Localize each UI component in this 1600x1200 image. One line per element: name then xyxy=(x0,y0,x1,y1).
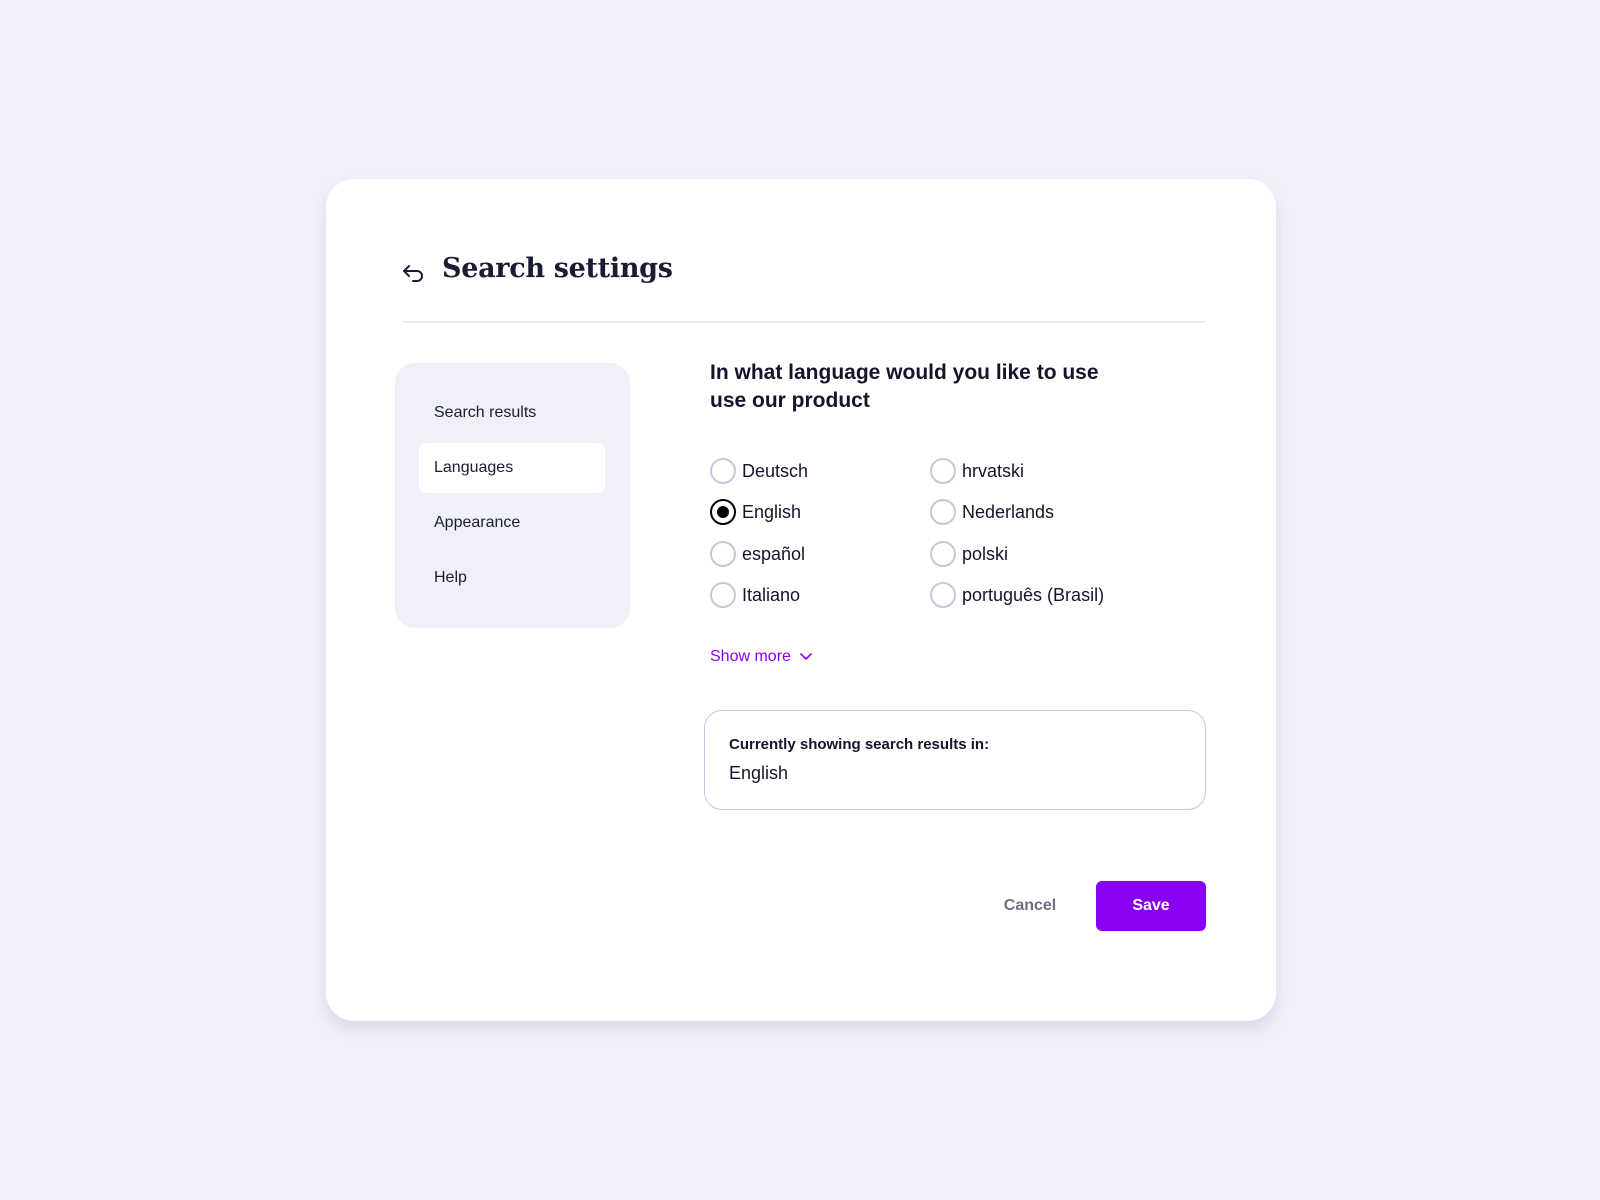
show-more-label: Show more xyxy=(710,648,791,665)
language-radio[interactable]: Nederlands xyxy=(930,498,1054,526)
radio-label: português (Brasil) xyxy=(962,584,1105,605)
page-title: Search settings xyxy=(442,253,673,284)
radio-circle[interactable] xyxy=(710,541,736,567)
undo-arrow-icon xyxy=(403,265,423,282)
language-radio[interactable]: português (Brasil) xyxy=(930,581,1104,609)
radio-label: hrvatski xyxy=(962,460,1025,481)
language-radio[interactable]: español xyxy=(710,540,805,568)
radio-circle[interactable] xyxy=(930,541,956,567)
sidebar-item-help[interactable]: Help xyxy=(434,569,467,586)
sidebar: Search results Languages Appearance Help xyxy=(395,363,630,628)
current-language-info: Currently showing search results in: Eng… xyxy=(704,710,1206,810)
chevron-down-icon xyxy=(800,653,812,660)
radio-circle[interactable] xyxy=(930,582,956,608)
sidebar-item-languages[interactable]: Languages xyxy=(419,443,605,493)
settings-dialog: Search settings Search results Languages… xyxy=(326,179,1276,1021)
divider xyxy=(402,321,1206,323)
language-radio[interactable]: Italiano xyxy=(710,581,800,609)
radio-label: English xyxy=(742,501,802,522)
section-heading: In what language would you like to use u… xyxy=(710,361,1099,412)
radio-label: español xyxy=(742,543,806,564)
radio-circle[interactable] xyxy=(710,458,736,484)
language-radio[interactable]: hrvatski xyxy=(930,457,1024,485)
radio-circle[interactable] xyxy=(930,458,956,484)
radio-label: Deutsch xyxy=(742,460,809,481)
info-value: English xyxy=(729,763,789,783)
radio-circle[interactable] xyxy=(710,499,736,525)
sidebar-item-appearance[interactable]: Appearance xyxy=(434,514,521,531)
save-button[interactable]: Save xyxy=(1096,881,1206,931)
sidebar-item-search-results[interactable]: Search results xyxy=(434,404,537,421)
back-button[interactable] xyxy=(401,261,427,287)
language-radio[interactable]: polski xyxy=(930,540,1008,568)
radio-label: Italiano xyxy=(742,584,801,605)
radio-circle[interactable] xyxy=(710,582,736,608)
info-label: Currently showing search results in: xyxy=(729,736,990,753)
language-radio[interactable]: English xyxy=(710,498,801,526)
language-radio[interactable]: Deutsch xyxy=(710,457,808,485)
show-more-button[interactable]: Show more xyxy=(710,648,813,666)
radio-circle[interactable] xyxy=(930,499,956,525)
radio-label: polski xyxy=(962,543,1009,564)
radio-label: Nederlands xyxy=(962,501,1055,522)
cancel-button[interactable]: Cancel xyxy=(990,881,1070,931)
